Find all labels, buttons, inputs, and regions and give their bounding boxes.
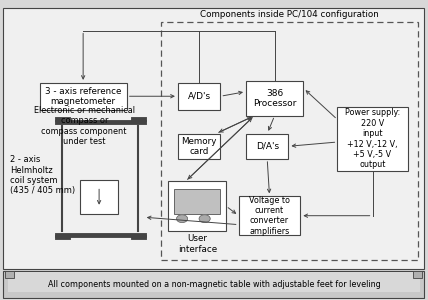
Bar: [178, 134, 220, 159]
Bar: [6, 271, 14, 278]
Bar: [178, 83, 220, 110]
Text: Electronic or mechanical
compass or
compass component
under test: Electronic or mechanical compass or comp…: [34, 106, 135, 146]
Text: 386
Processor: 386 Processor: [253, 89, 296, 108]
Bar: [161, 22, 418, 260]
Bar: [80, 180, 118, 214]
Text: 2 - axis
Helmholtz
coil system
(435 / 405 mm): 2 - axis Helmholtz coil system (435 / 40…: [10, 155, 75, 196]
Bar: [337, 107, 407, 171]
Bar: [413, 271, 422, 278]
Bar: [3, 8, 424, 269]
Bar: [174, 189, 220, 214]
Circle shape: [177, 215, 187, 223]
Bar: [8, 272, 419, 292]
Text: Memory
card: Memory card: [181, 136, 217, 156]
Text: D/A's: D/A's: [256, 142, 279, 151]
Text: Power supply:
220 V
input
+12 V,-12 V,
+5 V,-5 V
output: Power supply: 220 V input +12 V,-12 V, +…: [345, 108, 400, 169]
Text: User
interface: User interface: [178, 234, 217, 254]
Text: Voltage to
current
converter
amplifiers: Voltage to current converter amplifiers: [249, 196, 290, 236]
Bar: [246, 81, 303, 116]
Bar: [39, 83, 127, 110]
Bar: [246, 134, 288, 159]
Bar: [3, 271, 424, 298]
Text: All components mounted on a non-magnetic table with adjustable feet for leveling: All components mounted on a non-magnetic…: [48, 280, 380, 289]
Bar: [169, 182, 226, 231]
Circle shape: [199, 215, 210, 223]
Text: A/D's: A/D's: [187, 92, 211, 101]
Bar: [239, 196, 300, 235]
Text: Components inside PC/104 configuration: Components inside PC/104 configuration: [200, 10, 379, 19]
Text: 3 - axis reference
magnetometer: 3 - axis reference magnetometer: [45, 87, 121, 106]
